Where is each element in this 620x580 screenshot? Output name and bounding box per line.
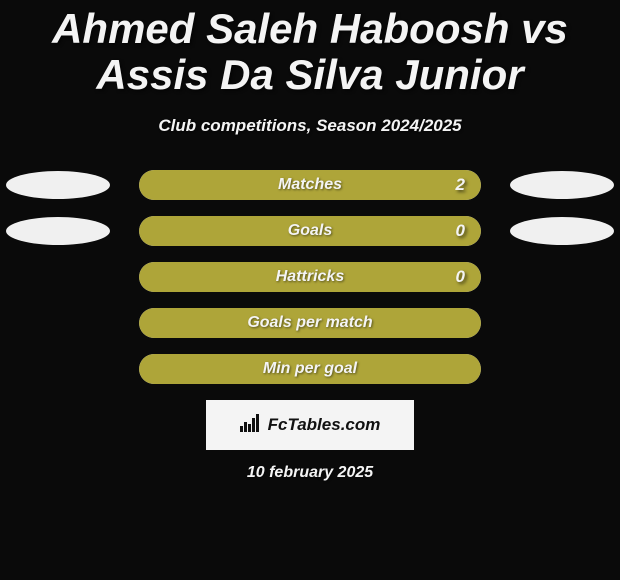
- player-right-value-oval: [510, 171, 614, 199]
- stat-row: Goals0: [0, 216, 620, 246]
- stat-bar-track: [139, 262, 481, 292]
- stat-bar-fill: [139, 170, 481, 200]
- stat-bar-fill: [139, 262, 481, 292]
- chart-bars-icon: [240, 414, 262, 437]
- stat-bar-track: [139, 354, 481, 384]
- stat-bar-fill: [139, 308, 481, 338]
- stat-bar-fill: [139, 216, 481, 246]
- comparison-card: Ahmed Saleh Haboosh vs Assis Da Silva Ju…: [0, 0, 620, 580]
- logo-text: FcTables.com: [268, 415, 381, 435]
- stat-row: Min per goal: [0, 354, 620, 384]
- page-title: Ahmed Saleh Haboosh vs Assis Da Silva Ju…: [0, 0, 620, 98]
- player-right-value-oval: [510, 217, 614, 245]
- stat-row: Goals per match: [0, 308, 620, 338]
- stat-row: Matches2: [0, 170, 620, 200]
- stat-bar-fill: [139, 354, 481, 384]
- player-left-value-oval: [6, 171, 110, 199]
- stat-bar-track: [139, 308, 481, 338]
- stat-bar-track: [139, 170, 481, 200]
- date-text: 10 february 2025: [0, 464, 620, 482]
- stat-bar-track: [139, 216, 481, 246]
- subtitle: Club competitions, Season 2024/2025: [0, 116, 620, 136]
- stats-list: Matches2 Goals0 Hattricks0 Goals per match M…: [0, 170, 620, 384]
- player-left-value-oval: [6, 217, 110, 245]
- stat-row: Hattricks0: [0, 262, 620, 292]
- fctables-logo: FcTables.com: [206, 400, 414, 450]
